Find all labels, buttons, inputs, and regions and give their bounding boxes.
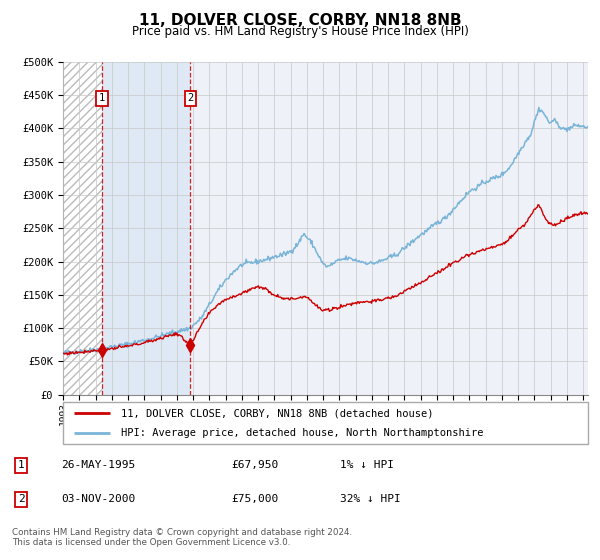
Text: 03-NOV-2000: 03-NOV-2000 bbox=[61, 494, 135, 505]
Text: £67,950: £67,950 bbox=[231, 460, 278, 470]
Text: 11, DOLVER CLOSE, CORBY, NN18 8NB (detached house): 11, DOLVER CLOSE, CORBY, NN18 8NB (detac… bbox=[121, 408, 433, 418]
Text: £75,000: £75,000 bbox=[231, 494, 278, 505]
Text: 1% ↓ HPI: 1% ↓ HPI bbox=[340, 460, 394, 470]
Bar bbox=[102, 62, 190, 395]
Text: 1: 1 bbox=[18, 460, 25, 470]
Text: HPI: Average price, detached house, North Northamptonshire: HPI: Average price, detached house, Nort… bbox=[121, 428, 483, 438]
Text: 1: 1 bbox=[99, 94, 105, 103]
Text: Contains HM Land Registry data © Crown copyright and database right 2024.
This d: Contains HM Land Registry data © Crown c… bbox=[12, 528, 352, 547]
Text: 2: 2 bbox=[18, 494, 25, 505]
Text: 2: 2 bbox=[187, 94, 194, 103]
Text: 32% ↓ HPI: 32% ↓ HPI bbox=[340, 494, 401, 505]
Text: 26-MAY-1995: 26-MAY-1995 bbox=[61, 460, 135, 470]
FancyBboxPatch shape bbox=[63, 402, 588, 444]
Text: 11, DOLVER CLOSE, CORBY, NN18 8NB: 11, DOLVER CLOSE, CORBY, NN18 8NB bbox=[139, 13, 461, 28]
Bar bbox=[63, 62, 102, 395]
Text: Price paid vs. HM Land Registry's House Price Index (HPI): Price paid vs. HM Land Registry's House … bbox=[131, 25, 469, 38]
